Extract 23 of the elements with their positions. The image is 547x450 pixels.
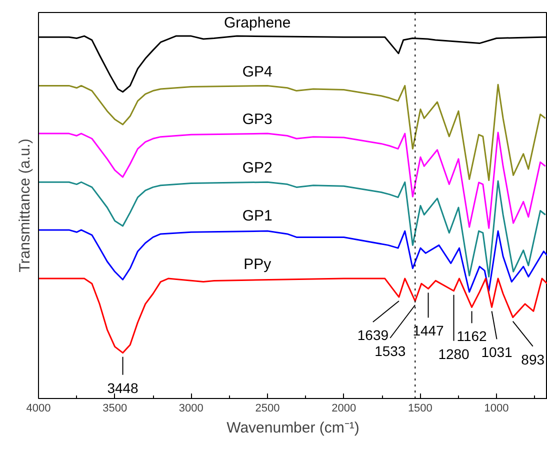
x-tick-label: 2500 (255, 402, 280, 414)
annotation: 1533 (374, 343, 406, 360)
x-tick-label: 1500 (408, 402, 432, 414)
series-label: Graphene (224, 14, 291, 32)
x-tick-label: 3500 (102, 402, 128, 414)
x-tick-label: 1000 (484, 402, 509, 414)
x-tick-label: 4000 (26, 402, 51, 414)
series-label: GP4 (242, 63, 272, 80)
series-label: GP3 (242, 111, 272, 128)
annotation: 1280 (438, 346, 470, 362)
series-label: PPy (244, 256, 272, 274)
x-axis-title: Wavenumber (cm⁻¹) (226, 420, 360, 436)
annotation: 893 (521, 351, 545, 368)
annotation: 1639 (357, 327, 389, 344)
annotation: 3448 (107, 380, 139, 396)
annotation: 1162 (456, 328, 488, 344)
x-tick-label: 3000 (178, 402, 204, 414)
series-label: GP1 (242, 208, 272, 225)
x-tick-label: 2000 (332, 402, 356, 414)
series-label: GP2 (242, 160, 272, 177)
annotation: 1031 (481, 344, 513, 360)
annotation: 1447 (412, 322, 444, 339)
y-axis-title: Transmittance (a.u.) (16, 138, 34, 272)
